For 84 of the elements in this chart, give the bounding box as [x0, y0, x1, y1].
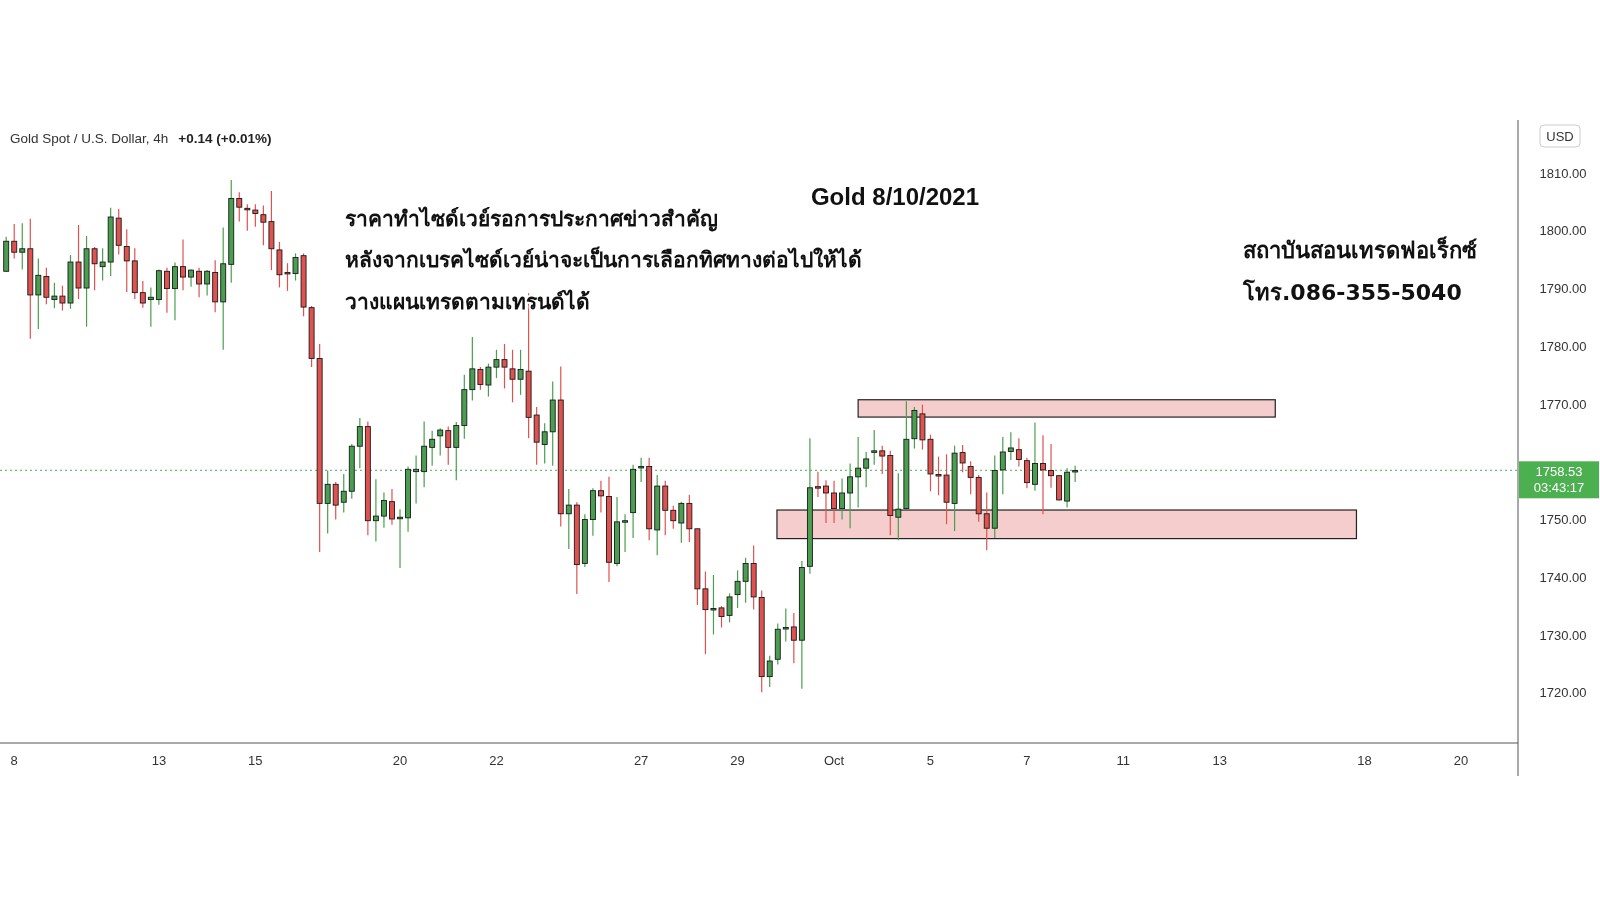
candlestick [340, 473, 347, 514]
x-tick-label: 8 [10, 753, 18, 768]
y-tick-label: 1720.00 [1539, 685, 1587, 701]
candlestick [204, 269, 211, 297]
candlestick [565, 488, 572, 550]
y-tick-label: 1750.00 [1539, 512, 1587, 528]
x-tick-label: 20 [392, 753, 408, 768]
candlestick [244, 203, 251, 232]
x-tick-label: 7 [1023, 753, 1031, 768]
candlestick [35, 257, 42, 330]
candlestick [139, 280, 146, 309]
candlestick [871, 429, 878, 466]
y-tick-label: 1790.00 [1539, 281, 1587, 297]
ref-line-label: 1758.53 [1535, 464, 1583, 480]
candlestick [541, 422, 548, 465]
y-tick-label: 1740.00 [1539, 569, 1587, 585]
x-tick-label: 11 [1116, 753, 1131, 768]
candlestick [19, 222, 26, 271]
candlestick [815, 471, 821, 498]
candlestick [1032, 421, 1038, 492]
annotation: Gold 8/10/2021 [810, 183, 980, 210]
y-tick-label: 1730.00 [1539, 627, 1587, 643]
candlestick [445, 425, 452, 466]
candlestick [397, 508, 403, 569]
candlestick [356, 417, 363, 469]
y-tick-label: 1800.00 [1539, 223, 1587, 239]
candlestick [163, 267, 170, 314]
candlestick [1023, 457, 1030, 489]
candlestick [180, 238, 186, 291]
candlestick [967, 460, 974, 495]
candlestick [437, 427, 444, 457]
candlestick [1015, 437, 1022, 468]
text: Gold Spot / U.S. Dollar, 4h [10, 131, 169, 146]
candlestick [863, 451, 870, 488]
candlestick [469, 336, 476, 402]
candlestick [879, 445, 886, 475]
annotation: โทร.086-355-5040 [1242, 279, 1462, 305]
y-tick-label: 1810.00 [1539, 165, 1587, 181]
annotation: สถาบันสอนเทรดฟอเร็กซ์ [1243, 236, 1477, 263]
x-tick-label: 18 [1357, 753, 1372, 768]
candlestick [381, 491, 387, 529]
candlestick [638, 457, 645, 483]
x-tick-label: 13 [1212, 753, 1228, 768]
annotation: หลังจากเบรคไซด์เวย์น่าจะเป็นการเลือกทิศทางต่อไปให้ได้ [345, 246, 862, 272]
x-tick-label: 20 [1453, 753, 1469, 768]
candlestick [1048, 443, 1054, 489]
candlestick [670, 505, 677, 530]
candlestick [855, 436, 862, 509]
y-axis-title: USD [1546, 129, 1574, 144]
x-tick-label: 29 [730, 753, 745, 768]
candlestick [678, 501, 685, 544]
y-tick-label: 1780.00 [1539, 338, 1587, 354]
candlestick [598, 480, 604, 514]
candlestick [453, 421, 460, 481]
candlestick [324, 469, 331, 535]
candlestick [372, 478, 379, 543]
y-tick-label: 1770.00 [1539, 396, 1587, 412]
candlestick [172, 262, 178, 321]
candlestick [999, 436, 1006, 495]
x-tick-label: 13 [151, 753, 167, 768]
annotation: ราคาทำไซด์เวย์รอการประกาศข่าวสำคัญ [345, 206, 718, 232]
x-tick-label: Oct [823, 753, 845, 768]
candlestick [236, 191, 243, 223]
x-tick-label: 27 [633, 753, 649, 768]
x-tick-label: 5 [926, 753, 935, 768]
x-tick-label: 15 [248, 753, 263, 768]
candlestick [332, 481, 339, 521]
candlestick [790, 612, 797, 664]
x-tick-label: 22 [489, 753, 504, 768]
candlestick [252, 203, 259, 228]
candlestick [766, 655, 773, 688]
candlestick [429, 430, 436, 467]
candlestick [622, 513, 628, 553]
candlestick [11, 223, 18, 260]
candlestick [413, 454, 420, 504]
candlestick [123, 228, 130, 293]
candlestick [1072, 465, 1079, 483]
candlestick [196, 267, 203, 298]
candlestick [147, 286, 154, 328]
text: 03:43:17 [1533, 480, 1585, 496]
candlestick [782, 607, 789, 642]
candlestick [389, 488, 395, 526]
candlestick [1007, 431, 1014, 461]
text: +0.14 (+0.01%) [178, 131, 272, 146]
